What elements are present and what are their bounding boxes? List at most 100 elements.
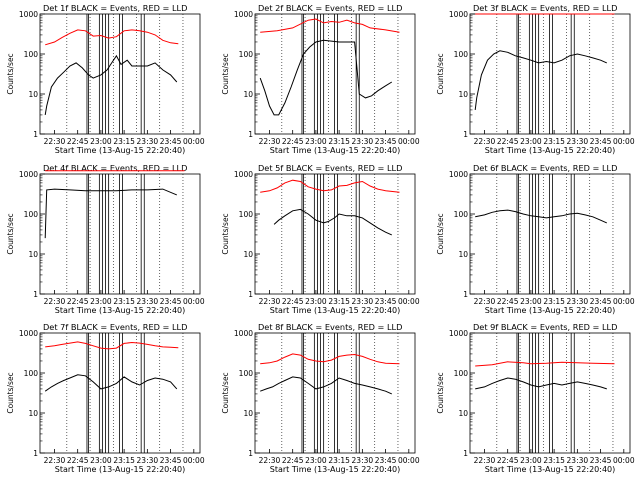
y-axis-title: Counts/sec <box>221 213 230 254</box>
x-tick-label: 22:30 <box>44 456 66 465</box>
x-tick-label: 22:30 <box>259 456 281 465</box>
detector-panel-3: Det 3f BLACK = Events, RED = LLD 1 10 100 10… <box>436 3 635 155</box>
x-tick-label: 23:00 <box>90 456 112 465</box>
x-tick-label: 00:00 <box>183 137 205 146</box>
y-tick-label: 100 <box>24 210 39 219</box>
x-tick-label: 23:45 <box>590 456 612 465</box>
plot-frame <box>39 173 201 295</box>
y-axis-title: Counts/sec <box>221 53 230 94</box>
y-tick-label: 10 <box>458 90 468 99</box>
y-tick-label: 1000 <box>449 10 468 19</box>
x-tick-label: 23:45 <box>160 456 182 465</box>
x-tick-label: 22:45 <box>497 297 519 306</box>
panel-title: Det 4f BLACK = Events, RED = LLD <box>43 163 187 173</box>
x-tick-label: 23:00 <box>520 456 542 465</box>
y-tick-label: 1 <box>33 130 38 139</box>
x-tick-label: 22:45 <box>67 137 89 146</box>
x-tick-label: 23:00 <box>305 297 327 306</box>
x-tick-label: 23:15 <box>543 456 565 465</box>
y-tick-label: 100 <box>454 210 469 219</box>
events-series-line <box>259 39 393 116</box>
panel-title: Det 6f BLACK = Events, RED = LLD <box>473 163 617 173</box>
y-axis-title: Counts/sec <box>436 53 445 94</box>
x-tick-label: 22:30 <box>259 137 281 146</box>
x-tick-label: 23:30 <box>567 297 589 306</box>
x-tick-label: 22:30 <box>44 137 66 146</box>
x-tick-label: 23:15 <box>328 297 350 306</box>
x-tick-label: 23:45 <box>160 137 182 146</box>
detector-panel-8: Det 8f BLACK = Events, RED = LLD 1 10 100 10… <box>221 322 420 474</box>
x-axis-title: Start Time (13-Aug-15 22:20:40) <box>485 146 616 155</box>
x-tick-label: 23:45 <box>375 297 397 306</box>
panel-title: Det 2f BLACK = Events, RED = LLD <box>258 3 402 13</box>
events-series-line <box>273 208 392 236</box>
x-tick-label: 00:00 <box>398 297 420 306</box>
events-series-line <box>44 374 178 392</box>
x-tick-label: 23:00 <box>520 297 542 306</box>
y-tick-label: 1 <box>33 449 38 458</box>
x-tick-label: 00:00 <box>613 456 635 465</box>
y-tick-label: 10 <box>243 90 253 99</box>
x-tick-label: 23:15 <box>543 137 565 146</box>
x-axis-title: Start Time (13-Aug-15 22:20:40) <box>55 146 186 155</box>
panel-title: Det 5f BLACK = Events, RED = LLD <box>258 163 402 173</box>
x-tick-label: 22:45 <box>67 456 89 465</box>
plot-frame <box>469 173 631 295</box>
detector-panel-2: Det 2f BLACK = Events, RED = LLD 1 10 100 10… <box>221 3 420 155</box>
events-series-line <box>44 54 178 115</box>
panel-title: Det 3f BLACK = Events, RED = LLD <box>473 3 617 13</box>
y-tick-label: 1000 <box>19 10 38 19</box>
x-tick-label: 00:00 <box>183 456 205 465</box>
y-tick-label: 1000 <box>19 170 38 179</box>
x-tick-label: 00:00 <box>398 137 420 146</box>
y-axis-title: Counts/sec <box>6 372 15 413</box>
x-tick-label: 23:00 <box>520 137 542 146</box>
y-tick-label: 1 <box>33 290 38 299</box>
x-tick-label: 23:15 <box>543 297 565 306</box>
x-tick-label: 23:30 <box>137 137 159 146</box>
detector-panel-5: Det 5f BLACK = Events, RED = LLD 1 10 100 10… <box>221 163 420 315</box>
y-tick-label: 10 <box>28 250 38 259</box>
y-tick-label: 1000 <box>234 10 253 19</box>
y-axis-title: Counts/sec <box>436 213 445 254</box>
x-axis-title: Start Time (13-Aug-15 22:20:40) <box>55 306 186 315</box>
x-axis-title: Start Time (13-Aug-15 22:20:40) <box>270 306 401 315</box>
x-tick-label: 22:30 <box>259 297 281 306</box>
x-tick-label: 23:00 <box>90 297 112 306</box>
x-axis-title: Start Time (13-Aug-15 22:20:40) <box>485 306 616 315</box>
y-tick-label: 100 <box>24 50 39 59</box>
y-tick-label: 1000 <box>234 170 253 179</box>
y-tick-label: 100 <box>24 369 39 378</box>
x-tick-label: 23:30 <box>137 297 159 306</box>
y-axis-title: Counts/sec <box>6 53 15 94</box>
y-tick-label: 1 <box>248 449 253 458</box>
x-tick-label: 23:00 <box>305 456 327 465</box>
x-tick-label: 23:45 <box>375 456 397 465</box>
y-tick-label: 1 <box>463 290 468 299</box>
panel-title: Det 1f BLACK = Events, RED = LLD <box>43 3 187 13</box>
lld-series-line <box>260 18 400 33</box>
x-axis-title: Start Time (13-Aug-15 22:20:40) <box>270 465 401 474</box>
x-axis-title: Start Time (13-Aug-15 22:20:40) <box>270 146 401 155</box>
events-series-line <box>474 50 607 110</box>
x-tick-label: 22:45 <box>497 137 519 146</box>
y-tick-label: 1 <box>248 130 253 139</box>
y-tick-label: 1 <box>463 130 468 139</box>
x-tick-label: 23:15 <box>113 137 135 146</box>
events-series-line <box>475 377 607 390</box>
detector-panel-4: Det 4f BLACK = Events, RED = LLD 1 10 100 10… <box>6 163 205 315</box>
panel-title: Det 9f BLACK = Events, RED = LLD <box>473 322 617 332</box>
events-series-line <box>475 209 607 224</box>
y-tick-label: 100 <box>239 369 254 378</box>
y-tick-label: 100 <box>239 210 254 219</box>
plot-frame <box>469 13 631 135</box>
x-tick-label: 22:30 <box>44 297 66 306</box>
y-tick-label: 100 <box>454 50 469 59</box>
x-axis-title: Start Time (13-Aug-15 22:20:40) <box>55 465 186 474</box>
y-tick-label: 1000 <box>234 329 253 338</box>
x-tick-label: 23:30 <box>567 137 589 146</box>
events-series-line <box>260 376 392 395</box>
x-tick-label: 23:30 <box>352 137 374 146</box>
x-tick-label: 22:45 <box>282 456 304 465</box>
y-tick-label: 10 <box>28 409 38 418</box>
